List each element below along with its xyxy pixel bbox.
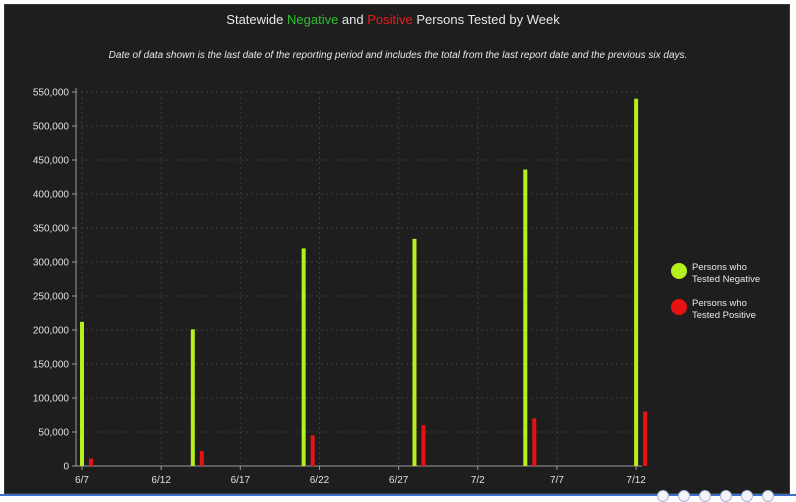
y-tick-label: 350,000 xyxy=(33,224,70,235)
nav-dot-5[interactable] xyxy=(741,490,753,502)
x-tick-label: 6/27 xyxy=(389,475,409,486)
x-tick-label: 6/22 xyxy=(310,475,330,486)
bar-negative[interactable] xyxy=(80,321,84,466)
y-tick-label: 300,000 xyxy=(33,258,70,269)
bar-negative[interactable] xyxy=(301,248,306,466)
y-tick-label: 400,000 xyxy=(33,190,70,201)
nav-dot-3[interactable] xyxy=(699,490,711,502)
chart-note: Date of data shown is the last date of t… xyxy=(108,50,688,61)
x-tick-label: 7/12 xyxy=(626,475,646,486)
bar-positive[interactable] xyxy=(310,435,315,466)
bar-negative[interactable] xyxy=(634,98,639,467)
legend-positive-label: Persons who Tested Positive xyxy=(692,298,756,321)
y-tick-label: 450,000 xyxy=(33,156,70,167)
legend-negative-label: Persons who Tested Negative xyxy=(692,262,761,285)
x-tick-label: 7/7 xyxy=(550,475,564,486)
x-tick-label: 7/2 xyxy=(471,475,485,486)
y-tick-label: 0 xyxy=(63,462,69,473)
chart-panel xyxy=(4,4,790,494)
nav-dot-2[interactable] xyxy=(678,490,690,502)
title-middle: and xyxy=(338,12,368,27)
title-positive-word: Positive xyxy=(367,12,413,27)
y-tick-label: 500,000 xyxy=(33,122,70,133)
chart-legend: Persons who Tested Negative Persons who … xyxy=(671,262,772,334)
bar-positive[interactable] xyxy=(89,458,93,466)
y-tick-label: 250,000 xyxy=(33,292,70,303)
bar-negative[interactable] xyxy=(412,238,417,466)
chart-title: Statewide Negative and Positive Persons … xyxy=(0,12,786,27)
legend-positive-swatch xyxy=(671,299,687,315)
nav-dot-4[interactable] xyxy=(720,490,732,502)
nav-dot-6[interactable] xyxy=(762,490,774,502)
page-nav-dots xyxy=(657,490,774,502)
x-tick-label: 6/7 xyxy=(75,475,89,486)
bar-positive[interactable] xyxy=(532,418,537,466)
y-tick-label: 100,000 xyxy=(33,394,70,405)
bar-negative[interactable] xyxy=(523,169,528,466)
x-tick-label: 6/12 xyxy=(151,475,171,486)
title-suffix: Persons Tested by Week xyxy=(412,12,560,27)
legend-item-negative[interactable]: Persons who Tested Negative xyxy=(671,262,772,286)
title-prefix: Statewide xyxy=(226,12,287,27)
bar-positive[interactable] xyxy=(421,425,426,466)
legend-item-positive[interactable]: Persons who Tested Positive xyxy=(671,298,772,322)
y-tick-label: 550,000 xyxy=(33,88,70,99)
y-tick-label: 200,000 xyxy=(33,326,70,337)
page-scroll-divider xyxy=(0,494,796,496)
y-tick-label: 50,000 xyxy=(38,428,69,439)
bar-positive[interactable] xyxy=(199,451,204,466)
legend-negative-swatch xyxy=(671,263,687,279)
x-tick-label: 6/17 xyxy=(231,475,251,486)
nav-dot-1[interactable] xyxy=(657,490,669,502)
bar-positive[interactable] xyxy=(643,411,648,466)
y-tick-label: 150,000 xyxy=(33,360,70,371)
title-negative-word: Negative xyxy=(287,12,339,27)
bar-negative[interactable] xyxy=(190,329,195,466)
